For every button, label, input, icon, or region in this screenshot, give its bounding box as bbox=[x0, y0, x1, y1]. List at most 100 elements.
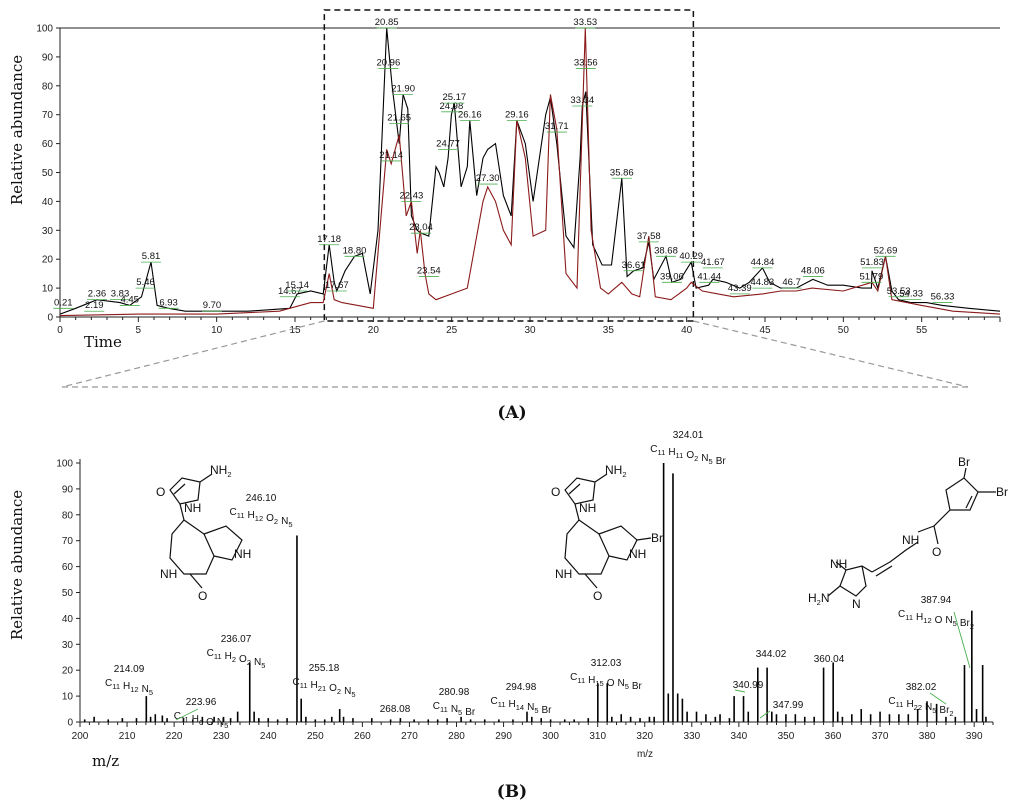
x-tick-label: 340 bbox=[731, 731, 748, 742]
x-tick-label: 310 bbox=[589, 731, 606, 742]
retention-time-label: 22.43 bbox=[400, 190, 424, 201]
peak-mz-label: 387.94 bbox=[921, 595, 952, 606]
structure-3-h2n: H2N bbox=[808, 591, 830, 607]
y-tick-label: 60 bbox=[42, 139, 54, 150]
retention-time-label: 52.69 bbox=[874, 245, 898, 256]
retention-time-label: 48.06 bbox=[801, 266, 825, 277]
x-tick-label: 45 bbox=[759, 325, 771, 336]
retention-time-label: 23.54 bbox=[417, 266, 441, 277]
y-tick-label: 80 bbox=[62, 510, 74, 521]
retention-time-label: 56.33 bbox=[931, 292, 955, 303]
peak-mz-label: 236.07 bbox=[221, 634, 252, 645]
retention-time-label: 27.30 bbox=[476, 173, 500, 184]
retention-time-label: 29.16 bbox=[505, 109, 529, 120]
y-tick-label: 70 bbox=[42, 110, 54, 121]
retention-time-label: 15.14 bbox=[285, 280, 309, 291]
retention-time-label: 21.65 bbox=[387, 112, 411, 123]
x-tick-label: 370 bbox=[872, 731, 889, 742]
structure-1-nh-ring: NH bbox=[234, 547, 251, 561]
structure-2-nh-top: NH bbox=[579, 501, 596, 515]
x-tick-label: 15 bbox=[289, 325, 301, 336]
y-tick-label: 0 bbox=[67, 718, 73, 729]
retention-time-label: 33.53 bbox=[573, 17, 597, 28]
x-tick-label: 0 bbox=[57, 325, 63, 336]
structure-1-o-lactam: O bbox=[198, 589, 207, 603]
y-tick-label: 20 bbox=[42, 255, 54, 266]
panel-b-xlabel: m/z bbox=[92, 752, 119, 770]
x-tick-label: 290 bbox=[495, 731, 512, 742]
x-tick-label: 270 bbox=[401, 731, 418, 742]
structure-1-o-top: O bbox=[156, 485, 165, 499]
retention-time-label: 5.46 bbox=[136, 277, 155, 288]
annotation-leader bbox=[734, 689, 746, 693]
peak-formula: C11 H12 N5 bbox=[105, 678, 153, 697]
y-tick-label: 90 bbox=[42, 52, 54, 63]
retention-time-label: 20.96 bbox=[376, 57, 400, 68]
peak-mz-label: 312.03 bbox=[591, 658, 622, 669]
panel-b-label: (B) bbox=[497, 782, 527, 802]
retention-time-label: 33.34 bbox=[570, 95, 594, 106]
retention-time-label: 0.21 bbox=[54, 297, 73, 308]
panel-a-label: (A) bbox=[497, 403, 526, 423]
retention-time-label: 41.44 bbox=[697, 271, 721, 282]
zoom-rectangle bbox=[323, 9, 695, 322]
y-tick-label: 100 bbox=[36, 24, 53, 35]
peak-mz-label: 344.02 bbox=[756, 649, 787, 660]
zoom-guide-right bbox=[693, 320, 969, 388]
y-tick-label: 70 bbox=[62, 536, 74, 547]
x-tick-label: 350 bbox=[778, 731, 795, 742]
retention-time-label: 17.67 bbox=[325, 280, 349, 291]
retention-time-label: 5.81 bbox=[142, 251, 161, 262]
structure-1-nh-lactam: NH bbox=[160, 567, 177, 581]
y-tick-label: 40 bbox=[62, 614, 74, 625]
spectrum-peaks bbox=[83, 463, 987, 722]
mass-spectrum-panel: Relative abundance m/z m/z 0 10 20 30 40 50 60… bbox=[8, 430, 1008, 802]
peak-mz-label: 294.98 bbox=[506, 682, 537, 693]
retention-time-label: 46.7 bbox=[782, 277, 801, 288]
x-tick-label: 380 bbox=[919, 731, 936, 742]
structure-2-br: Br bbox=[651, 531, 663, 545]
x-tick-label: 360 bbox=[825, 731, 842, 742]
y-tick-label: 30 bbox=[42, 226, 54, 237]
panel-a-xlabel: Time bbox=[84, 333, 122, 351]
panel-a-ylabel: Relative abundance bbox=[8, 55, 26, 205]
y-tick-label: 90 bbox=[62, 484, 74, 495]
x-tick-label: 35 bbox=[603, 325, 615, 336]
retention-time-label: 54.33 bbox=[899, 289, 923, 300]
peak-formula: C11 H6 O N5 bbox=[174, 711, 229, 730]
retention-time-label: 24.98 bbox=[439, 101, 463, 112]
x-tick-label: 50 bbox=[838, 325, 850, 336]
structure-2-molecule: NH2 NH O Br NH NH O bbox=[551, 463, 663, 603]
retention-time-label: 21.90 bbox=[391, 83, 415, 94]
x-tick-label: 200 bbox=[72, 731, 89, 742]
peak-annotations: 214.09 C11 H12 N5 223.96 C11 H6 O N5 236.07 C11 H2 O… bbox=[105, 430, 974, 730]
x-tick-label: 300 bbox=[542, 731, 559, 742]
structure-2-nh-ring: NH bbox=[629, 547, 646, 561]
peak-mz-label: 360.04 bbox=[814, 654, 845, 665]
retention-time-label: 35.86 bbox=[610, 167, 634, 178]
peak-mz-label: 255.18 bbox=[309, 663, 340, 674]
retention-time-label: 26.16 bbox=[458, 109, 482, 120]
y-tick-label: 30 bbox=[62, 640, 74, 651]
retention-time-label: 44.84 bbox=[751, 257, 775, 268]
peak-formula: C11 H14 N5 Br bbox=[490, 696, 552, 716]
retention-time-label: 51.79 bbox=[859, 271, 883, 282]
y-tick-label: 60 bbox=[62, 562, 74, 573]
peak-formula: C11 H15 O N5 Br bbox=[570, 672, 642, 692]
peak-mz-label: 347.99 bbox=[773, 700, 804, 711]
x-tick-label: 280 bbox=[448, 731, 465, 742]
retention-time-labels: 0.212.362.193.834.455.465.816.93 9.7014.6… bbox=[53, 17, 955, 312]
x-tick-label: 10 bbox=[211, 325, 223, 336]
peak-formula: C11 N5 Br bbox=[433, 701, 476, 718]
retention-time-label: 40.29 bbox=[679, 251, 703, 262]
structure-2-o-lactam: O bbox=[593, 589, 602, 603]
x-tick-label: 210 bbox=[119, 731, 136, 742]
peak-mz-label: 324.01 bbox=[673, 430, 704, 441]
y-tick-label: 10 bbox=[62, 692, 74, 703]
retention-time-label: 21.14 bbox=[379, 150, 403, 161]
structure-3-nh-ring: NH bbox=[830, 557, 847, 571]
retention-time-label: 23.04 bbox=[409, 222, 433, 233]
structure-3-molecule: Br Br O NH NH N H2N bbox=[808, 455, 1008, 611]
y-tick-label: 40 bbox=[42, 197, 54, 208]
zoom-region-box bbox=[61, 9, 969, 388]
